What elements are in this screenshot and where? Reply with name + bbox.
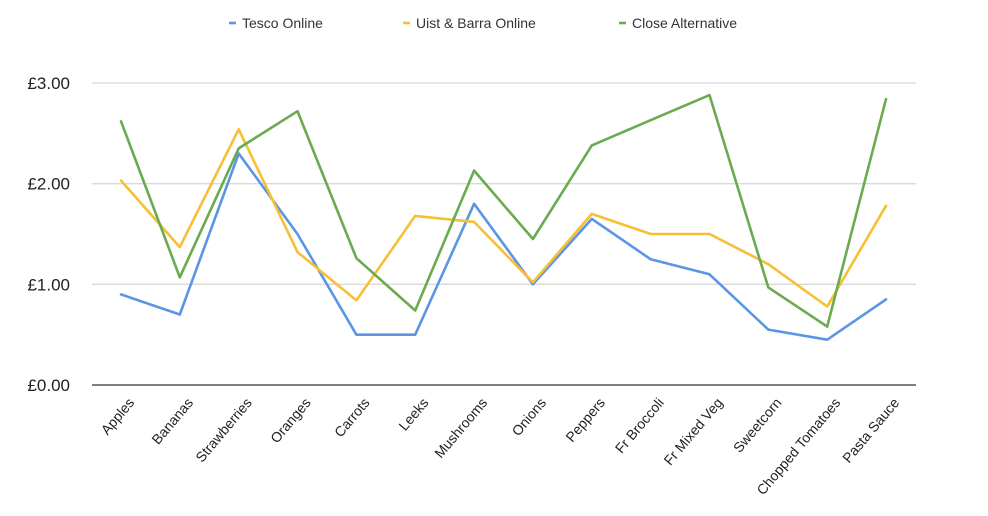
x-tick-label: Peppers [562,395,608,445]
x-tick-label: Onions [508,395,549,439]
x-tick-label: Fr Mixed Veg [660,395,725,468]
x-tick-label: Pasta Sauce [839,394,902,465]
y-tick-label: £1.00 [27,275,70,294]
x-tick-label: Mushrooms [431,395,490,461]
y-axis-ticks: £0.00 £1.00 £2.00 £3.00 [27,74,70,395]
y-tick-label: £2.00 [27,175,70,194]
y-tick-label: £3.00 [27,74,70,93]
x-tick-label: Bananas [148,395,196,448]
x-tick-label: Sweetcorn [730,395,785,456]
x-tick-label: Fr Broccoli [612,395,667,457]
legend-label: Tesco Online [242,15,323,31]
legend-label: Uist & Barra Online [416,15,536,31]
series-line [119,93,888,328]
legend-label: Close Alternative [632,15,737,31]
legend: Tesco Online Uist & Barra Online Close Alt… [229,15,737,31]
series-line [119,152,888,342]
x-tick-label: Carrots [331,395,373,440]
x-tick-label: Strawberries [192,395,255,465]
y-tick-label: £0.00 [27,376,70,395]
series-lines [119,93,888,342]
x-tick-label: Leeks [395,395,431,434]
x-tick-label: Oranges [267,395,314,446]
x-tick-label: Apples [98,395,138,438]
gridlines [92,82,916,285]
